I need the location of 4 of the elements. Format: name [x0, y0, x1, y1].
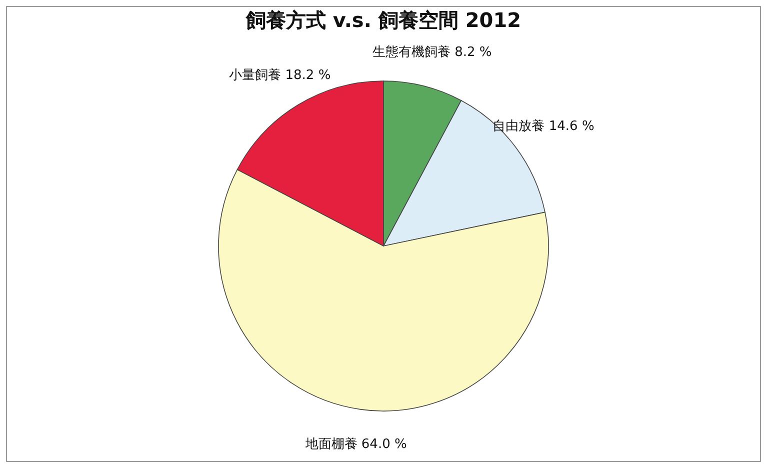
chart-title: 飼養方式 v.s. 飼養空間 2012: [244, 8, 522, 32]
slice-label: 小量飼養 18.2 %: [229, 68, 331, 83]
slice-label: 生態有機飼養 8.2 %: [372, 44, 492, 60]
slice-label: 地面棚養 64.0 %: [304, 437, 407, 452]
